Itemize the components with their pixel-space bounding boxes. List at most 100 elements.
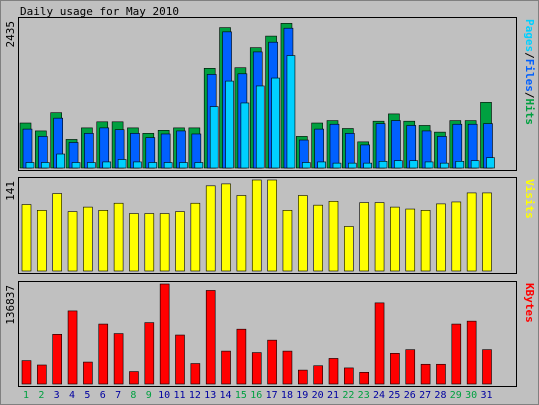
x-tick-label: 31: [480, 390, 492, 401]
x-tick-label: 3: [54, 390, 60, 401]
x-tick-label: 27: [419, 390, 431, 401]
x-tick-label: 11: [173, 390, 185, 401]
x-tick-label: 25: [388, 390, 400, 401]
x-tick-label: 30: [465, 390, 477, 401]
legend: KBytes: [523, 283, 536, 323]
visits-bar: [37, 210, 47, 272]
visits-bar: [390, 206, 400, 272]
visits-bar: [98, 210, 109, 272]
kbytes-bar: [83, 361, 93, 385]
visits-bar: [190, 202, 201, 272]
legend-entry: Visits: [523, 179, 536, 219]
kbytes-bar: [297, 369, 308, 385]
visits-bar: [405, 208, 416, 272]
visits-bar: [482, 192, 492, 272]
x-tick-label: 7: [115, 390, 121, 401]
pages-bar: [240, 102, 250, 169]
x-tick-label: 12: [189, 390, 201, 401]
legend: Visits: [523, 179, 536, 219]
pages-bar: [25, 162, 35, 169]
pages-bar: [348, 162, 357, 169]
kbytes-bar: [221, 350, 231, 385]
visits-bar: [451, 201, 462, 272]
pages-bar: [317, 161, 326, 169]
x-tick-label: 17: [266, 390, 278, 401]
pages-bar: [363, 162, 373, 169]
pages-bar: [163, 162, 173, 169]
kbytes-bar: [236, 328, 247, 385]
kbytes-bar: [113, 333, 124, 385]
visits-bar: [21, 204, 32, 272]
kbytes-bar: [52, 334, 63, 385]
visits-bar: [436, 203, 446, 272]
kbytes-bar: [251, 352, 262, 385]
pages-bar: [209, 106, 219, 169]
kbytes-bar: [344, 367, 354, 385]
chart-title: Daily usage for May 2010: [20, 5, 179, 18]
visits-bar: [466, 192, 477, 272]
kbytes-bar: [21, 360, 32, 385]
pages-bar: [286, 55, 296, 169]
legend: Pages/Files/Hits: [523, 19, 536, 125]
kbytes-bar: [451, 323, 462, 385]
kbytes-bar: [267, 339, 277, 385]
kbytes-bar: [129, 371, 139, 385]
kbytes-bar: [390, 353, 400, 385]
kbytes-bar: [436, 363, 446, 385]
kbytes-bar: [159, 283, 170, 385]
visits-bar: [267, 179, 277, 272]
x-tick-label: 24: [373, 390, 385, 401]
files-bar: [345, 133, 355, 169]
visits-bar: [313, 204, 323, 272]
pages-bar: [301, 162, 311, 169]
pages-bar: [117, 159, 127, 169]
pages-bar: [486, 157, 495, 169]
pages-bar: [179, 162, 188, 169]
panel-frame: [18, 281, 517, 387]
x-tick-label: 15: [235, 390, 247, 401]
kbytes-bar: [482, 349, 492, 385]
x-tick-label: 5: [84, 390, 90, 401]
kbytes-bar: [374, 302, 385, 385]
legend-entry: Hits: [523, 99, 536, 126]
x-tick-label: 21: [327, 390, 339, 401]
y-axis-max-label: 2435: [4, 21, 17, 48]
pages-bar: [148, 162, 158, 169]
x-tick-label: 22: [342, 390, 354, 401]
x-tick-label: 18: [281, 390, 293, 401]
pages-bar: [409, 160, 419, 169]
visits-bar: [359, 202, 370, 272]
kbytes-bar: [405, 349, 416, 385]
kbytes-bar: [282, 350, 293, 385]
y-axis-max-label: 136837: [4, 285, 17, 325]
x-tick-label: 29: [450, 390, 462, 401]
pages-bar: [87, 162, 96, 169]
x-tick-label: 26: [404, 390, 416, 401]
panel-bottom: 136837 KBytes: [4, 281, 536, 387]
x-tick-label: 9: [146, 390, 152, 401]
kbytes-bar: [420, 363, 431, 385]
pages-bar: [424, 161, 434, 169]
visits-bar: [328, 200, 339, 272]
x-tick-label: 10: [158, 390, 170, 401]
visits-bar: [344, 226, 354, 272]
visits-bar: [52, 193, 63, 272]
kbytes-bar: [175, 334, 185, 385]
pages-bar: [225, 80, 234, 169]
visits-bar: [144, 213, 155, 272]
legend-entry: Pages: [523, 19, 536, 52]
pages-bar: [394, 160, 403, 169]
panel-middle: 141 Visits: [4, 177, 536, 274]
legend-entry: KBytes: [523, 283, 536, 323]
kbytes-bar: [98, 323, 109, 385]
kbytes-bar: [328, 358, 339, 385]
pages-bar: [332, 162, 342, 169]
pages-bar: [271, 77, 280, 169]
visits-bar: [83, 206, 93, 272]
pages-bar: [133, 161, 142, 169]
pages-bar: [255, 85, 265, 169]
visits-bar: [297, 195, 308, 272]
pages-bar: [470, 160, 480, 169]
x-tick-label: 16: [250, 390, 262, 401]
